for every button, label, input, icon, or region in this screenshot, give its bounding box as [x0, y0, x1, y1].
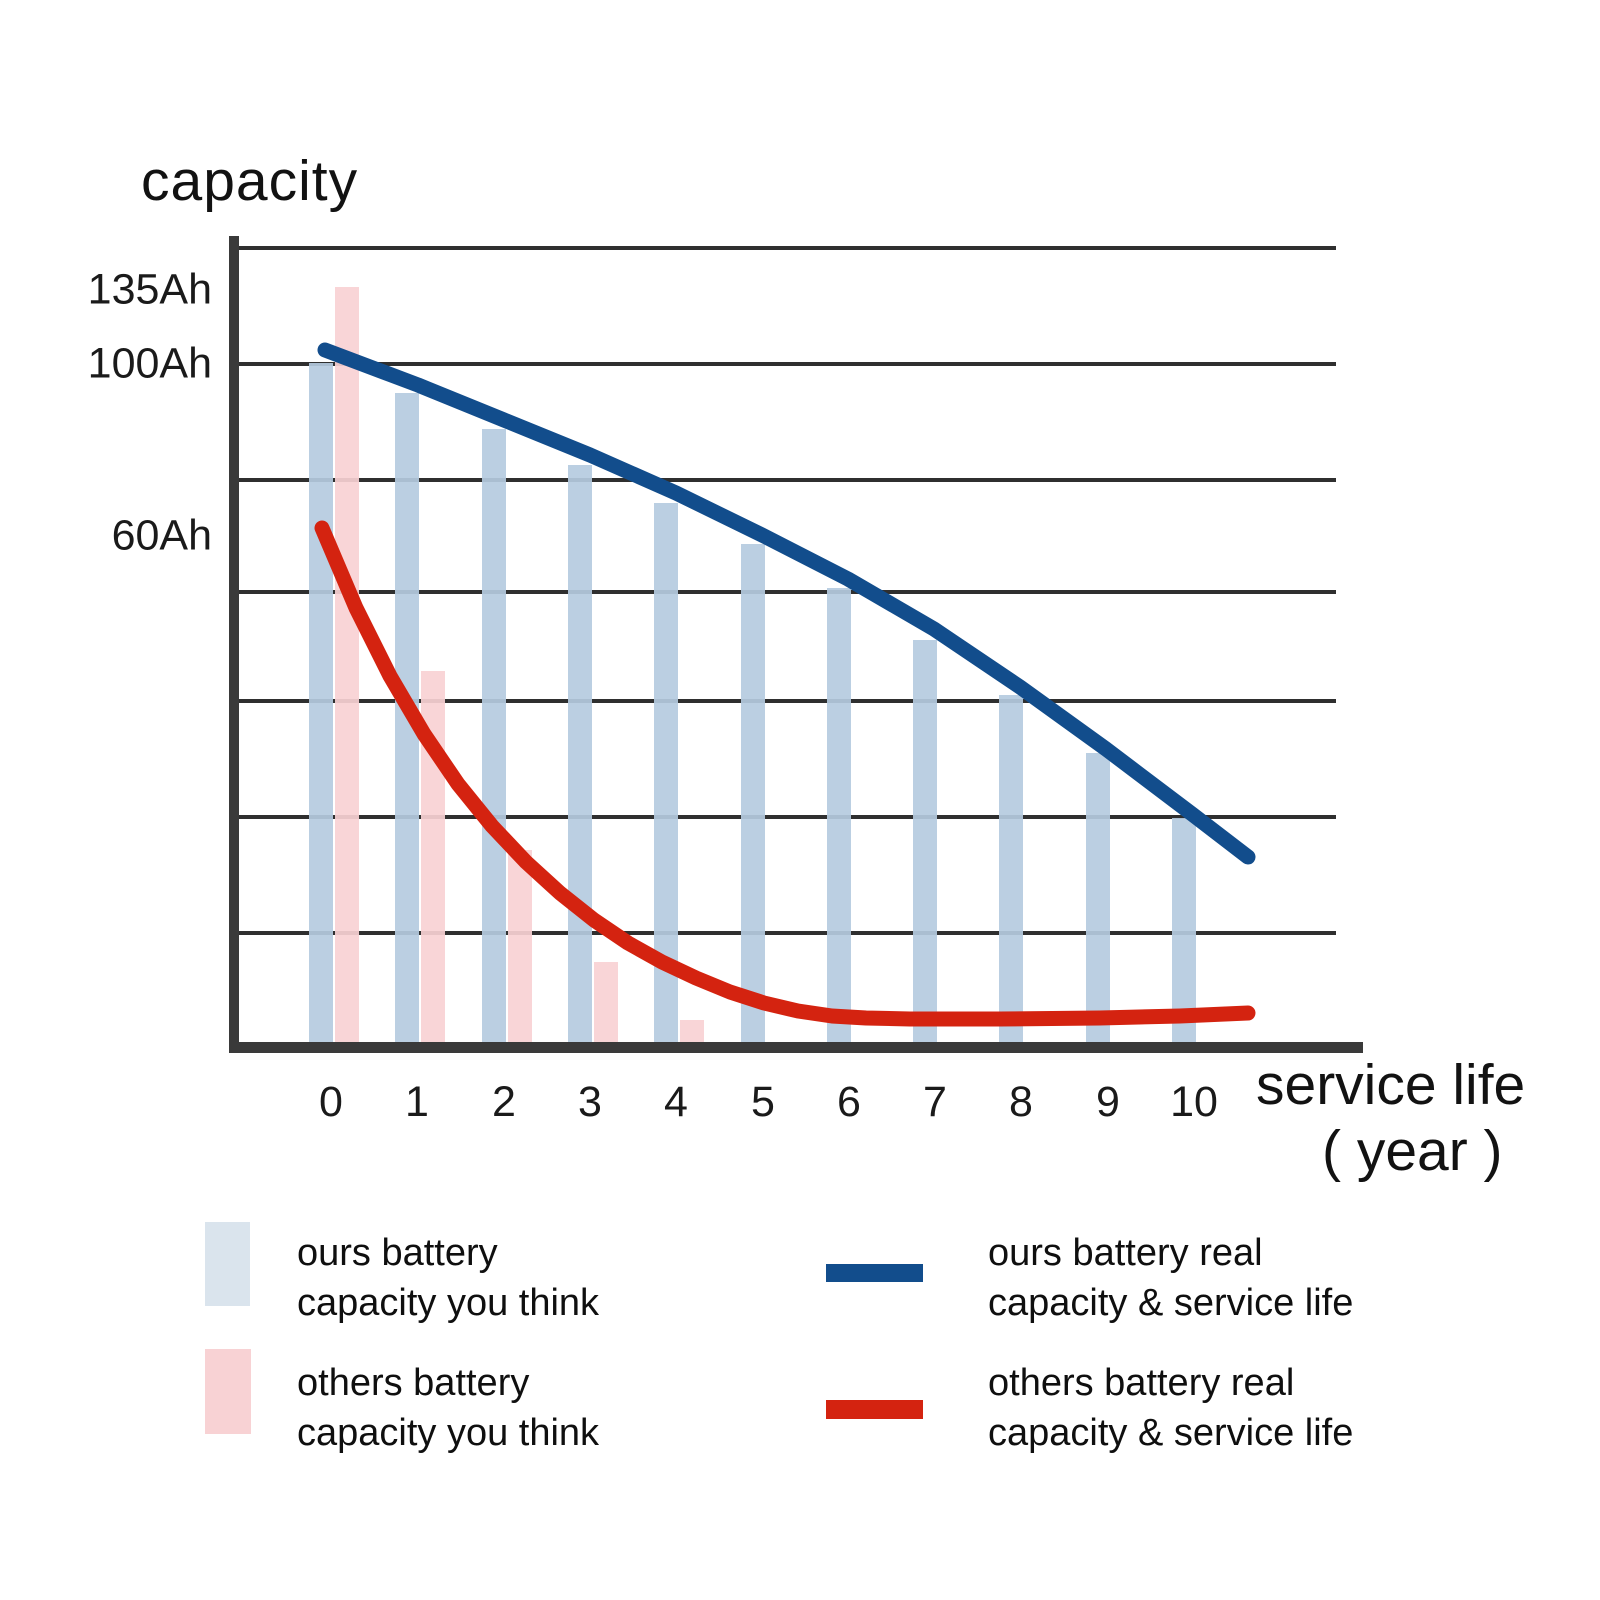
- x-tick-label-2: 2: [492, 1078, 516, 1126]
- y-tick-label-60Ah: 60Ah: [111, 511, 212, 560]
- ours-think-bar-year-6: [827, 588, 851, 1042]
- legend-label-2-line1: ours battery real: [988, 1232, 1263, 1274]
- others-think-bar-year-4: [680, 1020, 704, 1042]
- legend-label-3-line2: capacity & service life: [988, 1412, 1354, 1454]
- x-tick-label-7: 7: [923, 1078, 947, 1126]
- x-tick-label-3: 3: [578, 1078, 602, 1126]
- legend-label-3-line1: others battery real: [988, 1362, 1295, 1404]
- y-tick-label-135Ah: 135Ah: [87, 265, 212, 314]
- x-axis-name-line2: ( year ): [1322, 1119, 1503, 1183]
- ours-think-bar-year-2: [482, 429, 506, 1042]
- x-tick-label-5: 5: [751, 1078, 775, 1126]
- ours-think-bar-year-5: [741, 544, 765, 1042]
- legend-label-2-line2: capacity & service life: [988, 1282, 1354, 1324]
- gridline-1: [236, 362, 1336, 366]
- gridline-3: [236, 590, 1336, 594]
- ours-think-bar-year-3: [568, 465, 592, 1042]
- ours-think-bar-year-7: [913, 640, 937, 1042]
- legend-swatch-line-2: [826, 1264, 923, 1282]
- x-axis-name-line1: service life: [1256, 1053, 1526, 1117]
- gridline-5: [236, 815, 1336, 819]
- legend-label-1-line1: others battery: [297, 1362, 530, 1404]
- x-tick-label-6: 6: [837, 1078, 861, 1126]
- legend-swatch-line-3: [826, 1400, 923, 1419]
- ours-think-bar-year-8: [999, 695, 1023, 1042]
- x-tick-label-1: 1: [405, 1078, 429, 1126]
- legend-label-0-line1: ours battery: [297, 1232, 498, 1274]
- ours-real-capacity-curve: [317, 342, 1256, 865]
- x-tick-label-9: 9: [1096, 1078, 1120, 1126]
- x-tick-label-4: 4: [664, 1078, 688, 1126]
- gridline-2: [236, 478, 1336, 482]
- ours-think-bar-year-0: [309, 363, 333, 1042]
- gridline-4: [236, 699, 1336, 703]
- gridline-0: [236, 246, 1336, 250]
- others-think-bar-year-0: [335, 287, 359, 1042]
- x-tick-label-0: 0: [319, 1078, 343, 1126]
- legend-label-1-line2: capacity you think: [297, 1412, 600, 1454]
- x-tick-label-8: 8: [1009, 1078, 1033, 1126]
- legend-label-0-line2: capacity you think: [297, 1282, 600, 1324]
- y-axis-line: [229, 236, 239, 1053]
- gridline-6: [236, 931, 1336, 935]
- chart-title: capacity: [141, 149, 359, 213]
- x-tick-label-10: 10: [1170, 1078, 1218, 1126]
- y-tick-label-100Ah: 100Ah: [87, 339, 212, 388]
- legend-swatch-bar-0: [205, 1222, 250, 1306]
- ours-think-bar-year-9: [1086, 753, 1110, 1042]
- others-think-bar-year-2: [508, 850, 532, 1042]
- x-axis-line: [229, 1042, 1363, 1053]
- legend-swatch-bar-1: [205, 1349, 251, 1434]
- others-real-capacity-curve: [314, 520, 1256, 1027]
- others-think-bar-year-3: [594, 962, 618, 1042]
- ours-think-bar-year-10: [1172, 818, 1196, 1042]
